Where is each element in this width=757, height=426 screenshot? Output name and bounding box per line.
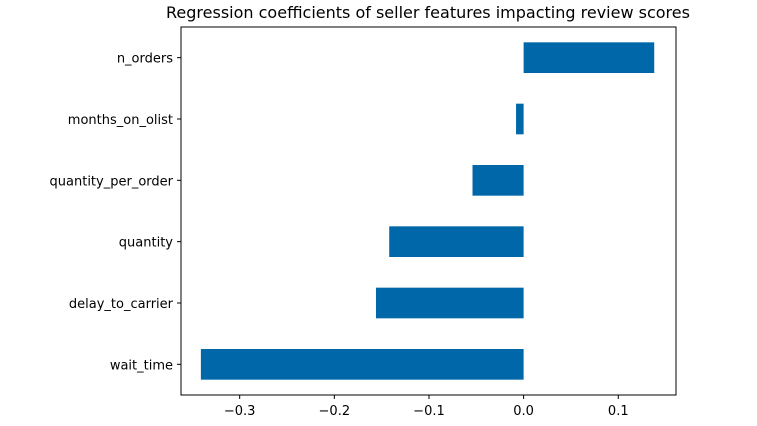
- x-tick-label: −0.3: [224, 404, 256, 419]
- y-tick-label: wait_time: [110, 358, 173, 373]
- axes-group: wait_time delay_to_carrier quantity quantit…: [50, 52, 629, 419]
- bars-group: [200, 42, 655, 380]
- chart-title: Regression coefficients of seller featur…: [166, 3, 690, 22]
- bar-n-orders: [523, 42, 655, 73]
- bar-delay-to-carrier: [375, 287, 524, 319]
- y-tick-label: quantity_per_order: [50, 174, 174, 189]
- x-tick-label: 0.1: [608, 404, 629, 419]
- plot-frame: [180, 26, 677, 396]
- bar-quantity: [389, 226, 524, 257]
- x-tick-label: −0.2: [319, 404, 351, 419]
- x-tick-label: 0.0: [513, 404, 534, 419]
- y-tick-label: months_on_olist: [68, 113, 173, 128]
- bar-months-on-olist: [516, 103, 524, 135]
- y-tick-label: quantity: [119, 236, 174, 251]
- y-tick-label: delay_to_carrier: [69, 297, 174, 312]
- x-tick-label: −0.1: [413, 404, 445, 419]
- bar-wait-time: [200, 349, 524, 380]
- y-tick-label: n_orders: [117, 52, 173, 67]
- bar-quantity-per-order: [472, 165, 524, 196]
